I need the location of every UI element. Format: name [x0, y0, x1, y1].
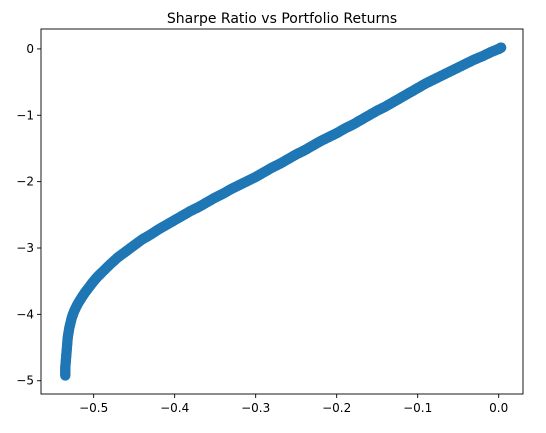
- x-tick-label: −0.5: [79, 401, 108, 415]
- y-axis: 0 −1 −2 −3 −4 −5: [16, 42, 41, 388]
- y-tick-label: −4: [16, 307, 34, 321]
- plot-frame: [40, 28, 524, 395]
- y-tick-label: −2: [16, 175, 34, 189]
- x-tick-label: 0.0: [489, 401, 508, 415]
- x-tick-label: −0.1: [403, 401, 432, 415]
- data-points: [60, 42, 507, 381]
- x-tick-label: −0.2: [322, 401, 351, 415]
- y-tick-label: −1: [16, 108, 34, 122]
- data-point: [495, 42, 507, 53]
- x-tick-label: −0.4: [160, 401, 189, 415]
- y-tick-label: −5: [16, 374, 34, 388]
- x-axis: −0.5 −0.4 −0.3 −0.2 −0.1 0.0: [79, 394, 508, 415]
- chart-title: Sharpe Ratio vs Portfolio Returns: [167, 11, 397, 27]
- x-tick-label: −0.3: [241, 401, 270, 415]
- y-tick-label: −3: [16, 241, 34, 255]
- y-tick-label: 0: [26, 42, 34, 56]
